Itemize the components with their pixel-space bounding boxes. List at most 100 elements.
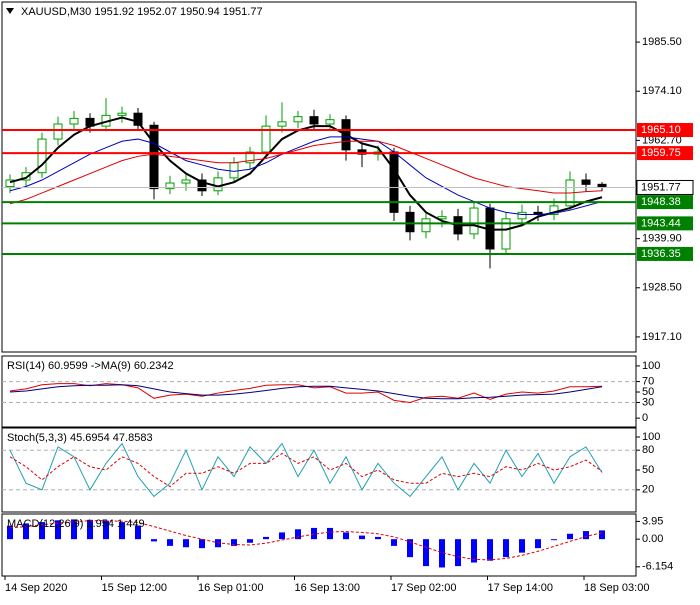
macd-bar [71, 519, 77, 540]
candle-body [293, 116, 303, 123]
level-label: 1965.10 [641, 124, 681, 136]
macd-bar [391, 539, 397, 546]
candle-body [517, 211, 527, 220]
panel-frame [1, 427, 637, 513]
macd-bar [567, 533, 573, 540]
candle-body [149, 124, 159, 190]
level-tag [637, 123, 693, 138]
candle-body [197, 179, 207, 192]
y-tick-label: 50 [642, 464, 654, 476]
x-tick-label: 15 Sep 12:00 [102, 582, 167, 594]
candle-body [5, 179, 15, 187]
panel-title: Stoch(5,3,3) 45.6954 47.8583 [7, 432, 153, 444]
macd-bar [583, 531, 589, 540]
y-tick-label: 1928.50 [642, 282, 682, 294]
panel-title: MACD(12,26,9) 1.954 1.449 [7, 518, 145, 530]
y-tick-label: 20 [642, 484, 654, 496]
macd-bar [471, 539, 477, 563]
level-tag [637, 146, 693, 161]
macd-bar [119, 522, 125, 540]
level-tag [637, 246, 693, 261]
macd-bar [375, 536, 381, 540]
macd-bar [103, 520, 109, 540]
y-tick-label: 30 [642, 396, 654, 408]
indicator-line [9, 384, 603, 400]
macd-bar [423, 539, 429, 567]
level-label: 1948.38 [641, 196, 681, 208]
y-tick-label: 0 [642, 412, 648, 424]
macd-bar [87, 519, 93, 540]
panel-frame [1, 355, 637, 428]
y-tick-label: 1917.10 [642, 331, 682, 343]
panel-title: RSI(14) 60.9599 ->MA(9) 60.2342 [7, 360, 174, 372]
macd-bar [311, 527, 317, 540]
macd-bar [7, 525, 13, 540]
y-tick-label: 1974.10 [642, 85, 682, 97]
macd-bar [519, 539, 525, 553]
y-tick-label: 50 [642, 386, 654, 398]
macd-bar [327, 527, 333, 540]
x-tick-label: 18 Sep 03:00 [584, 582, 649, 594]
y-tick-label: 0.00 [642, 533, 663, 545]
indicator-line [9, 442, 603, 498]
candle-body [469, 207, 479, 235]
macd-bar [455, 539, 461, 567]
level-label: 1959.75 [641, 147, 681, 159]
macd-bar [151, 539, 157, 542]
macd-bar [135, 525, 141, 540]
x-tick-label: 17 Sep 14:00 [488, 582, 553, 594]
y-tick-label: 1985.50 [642, 36, 682, 48]
candle-body [181, 179, 191, 184]
indicator-line [9, 116, 603, 231]
macd-bar [263, 536, 269, 540]
indicator-line [9, 136, 603, 215]
macd-bar [503, 539, 509, 558]
candle-body [213, 177, 223, 192]
candle-body [405, 211, 415, 233]
y-tick-label: -6.154 [642, 561, 673, 573]
candle-body [117, 112, 127, 116]
candle-body [549, 205, 559, 215]
macd-bar [167, 539, 173, 546]
level-tag [637, 216, 693, 231]
candle-body [309, 116, 319, 125]
candle-body [261, 125, 271, 153]
macd-bar [279, 532, 285, 540]
level-label: 1943.44 [641, 217, 681, 229]
macd-bar [359, 535, 365, 540]
candle-body [357, 149, 367, 155]
candle-body [21, 172, 31, 181]
y-tick-label: 3.95 [642, 515, 663, 527]
y-tick-label: 70 [642, 375, 654, 387]
macd-bar [295, 529, 301, 540]
last-price-label: 1951.77 [641, 181, 681, 193]
macd-bar [535, 539, 541, 549]
x-tick-label: 16 Sep 13:00 [295, 582, 360, 594]
y-tick-label: 80 [642, 444, 654, 456]
candle-body [581, 179, 591, 185]
macd-bar [439, 539, 445, 568]
candle-body [277, 121, 287, 127]
candle-body [133, 112, 143, 126]
x-tick-label: 16 Sep 01:00 [198, 582, 263, 594]
macd-bar [23, 523, 29, 540]
y-tick-label: 1962.70 [642, 134, 682, 146]
candle-body [421, 218, 431, 233]
macd-bar [39, 522, 45, 540]
x-tick-label: 14 Sep 2020 [5, 582, 67, 594]
candle-body [245, 151, 255, 164]
last-price-tag [636, 179, 694, 195]
macd-bar [183, 539, 189, 548]
candle-body [501, 218, 511, 250]
indicator-line [9, 452, 603, 488]
macd-bar [55, 520, 61, 540]
level-tag [637, 195, 693, 210]
x-tick-label: 17 Sep 02:00 [391, 582, 456, 594]
macd-bar [551, 539, 557, 541]
macd-bar [487, 539, 493, 561]
y-tick-label: 100 [642, 360, 660, 372]
level-label: 1936.35 [641, 248, 681, 260]
y-tick-label: 1939.90 [642, 233, 682, 245]
candle-body [165, 182, 175, 190]
